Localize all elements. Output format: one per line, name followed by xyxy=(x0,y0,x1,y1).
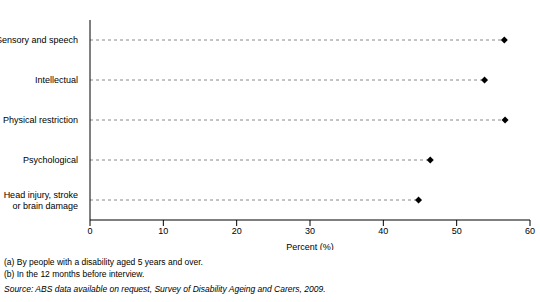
svg-text:Sensory and speech: Sensory and speech xyxy=(8,35,78,45)
svg-text:40: 40 xyxy=(378,226,388,236)
svg-text:0: 0 xyxy=(87,226,92,236)
html-text:(b) In the 12 months before in: (b) In the 12 months before interview. xyxy=(4,269,145,279)
svg-text:20: 20 xyxy=(232,226,242,236)
svg-text:Intellectual: Intellectual xyxy=(35,75,78,85)
html-text:(a) By people with a disabilit: (a) By people with a disability aged 5 y… xyxy=(4,257,203,267)
svg-text:10: 10 xyxy=(158,226,168,236)
svg-text:Physical restriction: Physical restriction xyxy=(8,115,78,125)
svg-text:Psychological: Psychological xyxy=(23,155,78,165)
svg-text:30: 30 xyxy=(305,226,315,236)
html-text:Source: ABS data available on: Source: ABS data available on request, S… xyxy=(4,284,326,294)
svg-text:60: 60 xyxy=(525,226,532,236)
svg-text:50: 50 xyxy=(452,226,462,236)
svg-text:Head injury, strokeor brain da: Head injury, strokeor brain damage xyxy=(8,190,78,211)
svg-text:Percent (%): Percent (%) xyxy=(286,242,334,250)
